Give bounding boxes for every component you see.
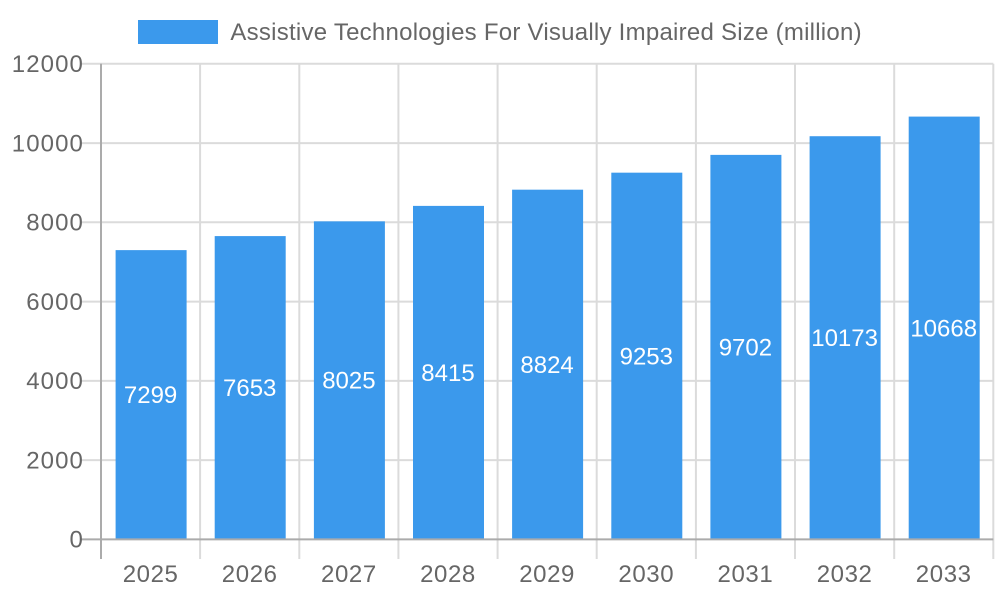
svg-text:2027: 2027 xyxy=(321,561,377,588)
svg-text:10668: 10668 xyxy=(910,315,977,342)
svg-text:7299: 7299 xyxy=(124,382,177,409)
svg-text:2030: 2030 xyxy=(618,561,674,588)
svg-text:2000: 2000 xyxy=(26,447,84,474)
svg-text:2032: 2032 xyxy=(817,561,873,588)
svg-text:9702: 9702 xyxy=(719,334,772,361)
svg-text:0: 0 xyxy=(70,527,84,554)
svg-text:8415: 8415 xyxy=(421,360,474,387)
svg-text:8000: 8000 xyxy=(26,210,84,237)
svg-text:2028: 2028 xyxy=(420,561,476,588)
svg-text:2033: 2033 xyxy=(916,561,972,588)
svg-text:4000: 4000 xyxy=(26,368,84,395)
svg-text:8824: 8824 xyxy=(520,352,573,379)
svg-text:2029: 2029 xyxy=(519,561,575,588)
svg-text:12000: 12000 xyxy=(12,51,84,78)
svg-text:2031: 2031 xyxy=(718,561,774,588)
svg-text:2025: 2025 xyxy=(123,561,179,588)
svg-text:9253: 9253 xyxy=(620,343,673,370)
svg-text:6000: 6000 xyxy=(26,289,84,316)
svg-text:10000: 10000 xyxy=(12,130,84,157)
svg-text:7653: 7653 xyxy=(223,375,276,402)
svg-text:Assistive Technologies For Vis: Assistive Technologies For Visually Impa… xyxy=(230,19,861,46)
svg-text:2026: 2026 xyxy=(222,561,278,588)
svg-text:8025: 8025 xyxy=(322,368,375,395)
svg-text:10173: 10173 xyxy=(811,325,878,352)
